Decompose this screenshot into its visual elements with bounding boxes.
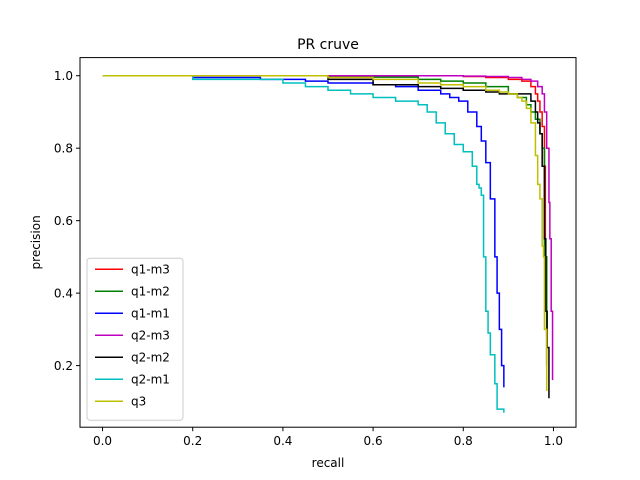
series-line-q1-m1 <box>102 74 505 388</box>
legend-entry-q1-m2: q1-m2 <box>95 285 170 299</box>
y-tick-label: 1.0 <box>54 69 73 83</box>
series-line-q2-m1 <box>102 74 505 413</box>
y-axis-title: precision <box>29 215 43 269</box>
legend-entry-q1-m1: q1-m1 <box>95 307 170 321</box>
legend: q1-m3 q1-m2 q1-m1 q2-m3 q2-m2 q2-m1 q3 <box>86 257 184 421</box>
legend-label: q1-m3 <box>131 263 170 277</box>
legend-entry-q2-m2: q2-m2 <box>95 351 170 365</box>
series-lines <box>102 74 554 413</box>
x-tick-label: 0.2 <box>183 434 202 448</box>
series-line-q2-m3 <box>102 74 554 381</box>
series-line-q2-m2 <box>102 74 550 399</box>
legend-entry-q2-m1: q2-m1 <box>95 373 170 387</box>
y-tick-label: 0.4 <box>54 287 73 301</box>
legend-label: q1-m2 <box>131 285 170 299</box>
legend-entry-q2-m3: q2-m3 <box>95 329 170 343</box>
chart-title: PR cruve <box>297 37 359 53</box>
legend-label: q2-m3 <box>131 329 170 343</box>
plot-area-frame <box>79 57 577 428</box>
y-tick-label: 0.6 <box>54 214 73 228</box>
axis-ticks: 0.0 0.2 0.4 0.6 0.8 1.0 0.2 0.4 0.6 0.8 1.0 <box>54 69 563 448</box>
x-tick-label: 0.4 <box>273 434 292 448</box>
x-tick-label: 1.0 <box>544 434 563 448</box>
x-tick-label: 0.8 <box>454 434 473 448</box>
y-tick-label: 0.2 <box>54 359 73 373</box>
legend-label: q2-m1 <box>131 373 170 387</box>
x-tick-label: 0.6 <box>364 434 383 448</box>
legend-label: q2-m2 <box>131 351 170 365</box>
legend-label: q3 <box>131 395 146 409</box>
y-tick-label: 0.8 <box>54 142 73 156</box>
legend-entry-q1-m3: q1-m3 <box>95 263 170 277</box>
legend-label: q1-m1 <box>131 307 170 321</box>
x-axis-title: recall <box>312 456 345 470</box>
legend-entry-q3: q3 <box>95 395 146 409</box>
x-tick-label: 0.0 <box>93 434 112 448</box>
series-line-q3 <box>102 74 548 391</box>
